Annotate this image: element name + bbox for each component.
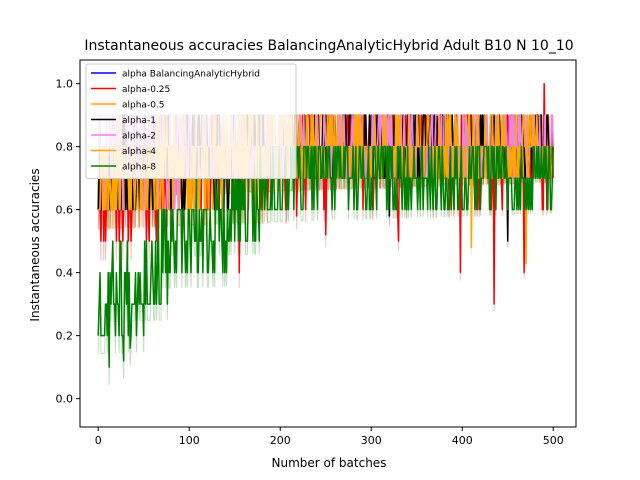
y-tick-label: 0.6 [56,204,74,217]
y-tick-label: 0.2 [56,330,74,343]
y-axis-label: Instantaneous accuracies [28,168,42,321]
x-tick-label: 0 [95,434,102,447]
x-tick-label: 400 [452,434,473,447]
x-tick-label: 200 [270,434,291,447]
x-axis-label: Number of batches [272,456,387,470]
legend-label: alpha-2 [122,132,156,142]
plot-frame [79,59,577,428]
legend-label: alpha-0.25 [122,85,170,95]
x-tick-label: 500 [543,434,564,447]
y-axis: 0.0 0.2 0.4 0.6 0.8 1.0 [56,78,80,406]
series-line-alpha-8 [97,145,554,368]
x-tick-label: 300 [361,434,382,447]
y-tick-label: 0.4 [56,267,74,280]
y-tick-label: 0.8 [56,141,74,154]
x-tick-label: 100 [179,434,200,447]
y-tick-label: 1.0 [56,78,74,91]
legend-label: alpha-4 [122,147,156,157]
legend-label: alpha-0.5 [122,101,165,111]
legend-label: alpha-1 [122,116,156,126]
chart-title: Instantaneous accuracies BalancingAnalyt… [84,38,573,54]
y-tick-label: 0.0 [56,393,74,406]
legend: alpha BalancingAnalyticHybrid alpha-0.25 a… [85,63,297,179]
x-axis: 0 100 200 300 400 500 [95,427,564,447]
legend-box [85,63,297,179]
legend-label: alpha BalancingAnalyticHybrid [122,70,260,80]
legend-label: alpha-8 [122,163,156,173]
